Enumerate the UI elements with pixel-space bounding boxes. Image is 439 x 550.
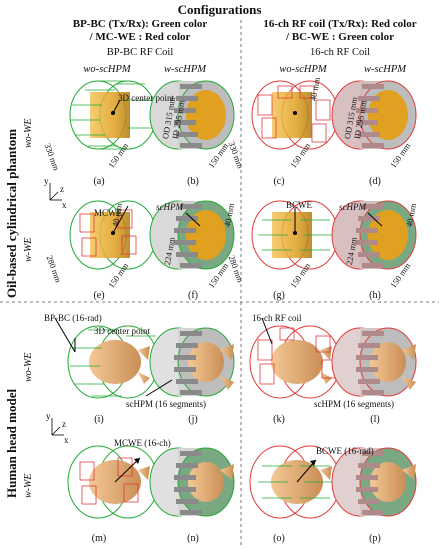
- annot-bcwe: BCWE: [286, 200, 312, 210]
- annot-schpm-h: scHPM: [339, 202, 366, 212]
- caption-j: (j): [188, 414, 198, 425]
- caption-i: (i): [94, 414, 104, 425]
- panel-i-graphic: [54, 317, 159, 399]
- panel-k-graphic: [249, 317, 341, 399]
- panel-g-graphic: [251, 200, 339, 270]
- right-header: 16-ch RF coil (Tx/Rx): Red color / BC-WE…: [240, 18, 439, 44]
- axis-triad-phantom: [49, 183, 62, 201]
- right-header-line2: / BC-WE : Green color: [286, 31, 394, 43]
- caption-n: (n): [187, 533, 199, 544]
- caption-o: (o): [273, 533, 285, 544]
- caption-l: (l): [370, 414, 380, 425]
- annot-mcwe: MCWE: [94, 208, 122, 218]
- axis-y-label-head: y: [46, 411, 51, 421]
- panel-a-graphic: [69, 80, 157, 150]
- right-header-line1: 16-ch RF coil (Tx/Rx): Red color: [263, 18, 417, 30]
- caption-b: (b): [187, 176, 199, 187]
- left-header-line1: BP-BC (Tx/Rx): Green color: [72, 18, 208, 30]
- annot-schpm-f: scHPM: [156, 202, 183, 212]
- left-coil-label: BP-BC RF Coil: [106, 47, 174, 58]
- panel-l-graphic: [331, 327, 417, 397]
- caption-m: (m): [91, 533, 107, 544]
- panel-d-graphic: [331, 80, 417, 150]
- caption-h: (h): [369, 290, 381, 301]
- panel-p-graphic: [331, 447, 417, 517]
- caption-p: (p): [369, 533, 381, 544]
- annot-schpm16-right: scHPM (16 segments): [314, 399, 394, 409]
- annot-mcwe16: MCWE (16-ch): [114, 438, 171, 448]
- axis-z-label-head: z: [62, 419, 66, 429]
- col-label-w-left: w-scHPM: [164, 64, 206, 75]
- left-header: BP-BC (Tx/Rx): Green color / MC-WE : Red…: [40, 18, 240, 44]
- caption-e: (e): [93, 290, 105, 301]
- axis-x-label-phantom: x: [62, 200, 67, 210]
- axis-z-label-phantom: z: [60, 184, 64, 194]
- panel-h-graphic: [331, 200, 417, 270]
- col-label-wo-left: wo-scHPM: [83, 64, 131, 75]
- caption-a: (a): [93, 176, 105, 187]
- caption-d: (d): [369, 176, 381, 187]
- panel-c-graphic: [251, 80, 339, 150]
- annot-schpm16-left: scHPM (16 segments): [126, 399, 206, 409]
- figure-title: Configurations: [177, 2, 262, 17]
- panel-n-graphic: [149, 447, 235, 517]
- axis-y-label-phantom: y: [44, 176, 49, 186]
- annot-center-point-a: 3D center point: [118, 93, 174, 103]
- annot-center-point-i: 3D center point: [94, 326, 150, 336]
- axis-triad-head: [51, 418, 64, 436]
- annot-bpbc-16rad: BP-BC (16-rad): [44, 313, 102, 323]
- left-header-line2: / MC-WE : Red color: [89, 31, 191, 43]
- panel-f-graphic: [149, 200, 235, 270]
- caption-f: (f): [188, 290, 198, 301]
- panel-o-graphic: [249, 445, 341, 519]
- panel-b-graphic: [149, 80, 235, 150]
- caption-c: (c): [273, 176, 285, 187]
- caption-g: (g): [273, 290, 285, 301]
- right-coil-label: 16-ch RF Coil: [309, 47, 371, 58]
- panel-m-graphic: [67, 445, 159, 519]
- panel-j-graphic: [145, 327, 235, 397]
- annot-16ch-coil: 16-ch RF coil: [252, 313, 302, 323]
- col-label-w-right: w-scHPM: [364, 64, 406, 75]
- panel-e-graphic: [69, 200, 157, 270]
- axis-x-label-head: x: [64, 435, 69, 445]
- annot-bcwe16: BCWE (16-rad): [316, 446, 374, 456]
- col-label-wo-right: wo-scHPM: [279, 64, 327, 75]
- caption-k: (k): [273, 414, 285, 425]
